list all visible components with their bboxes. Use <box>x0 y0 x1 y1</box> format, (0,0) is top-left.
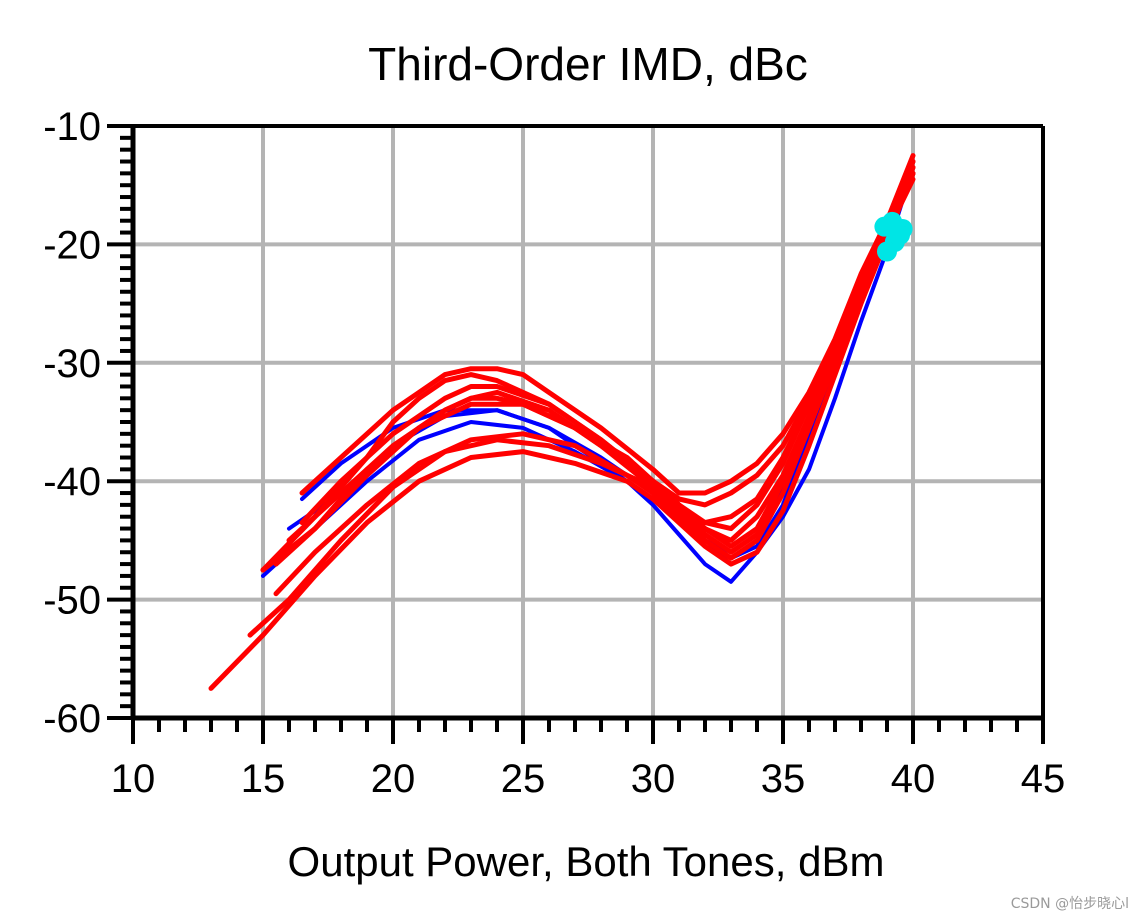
y-tick-label-m50: -50 <box>43 579 101 623</box>
series-line-1-blue <box>261 165 915 584</box>
y-tick-label-m20: -20 <box>43 223 101 267</box>
axes-frame <box>107 124 1045 744</box>
marker-point-4 <box>877 241 897 262</box>
x-tick-label-20: 20 <box>371 757 416 801</box>
series-line-9-red <box>273 170 916 597</box>
series-line-11-red <box>299 159 916 532</box>
series-line-6-red <box>286 170 916 543</box>
x-tick-label-45: 45 <box>1021 757 1066 801</box>
series-line-5-red <box>273 164 916 567</box>
y-tick-label-m10: -10 <box>43 105 101 149</box>
x-tick-label-40: 40 <box>891 757 936 801</box>
x-axis-label: Output Power, Both Tones, dBm <box>288 838 885 885</box>
y-tick-label-m30: -30 <box>43 342 101 386</box>
chart-title: Third-Order IMD, dBc <box>368 38 808 90</box>
marker-point-5 <box>890 224 910 245</box>
x-tick-label-25: 25 <box>501 757 546 801</box>
series-line-8-red <box>208 170 916 691</box>
y-tick-label-m60: -60 <box>43 697 101 741</box>
marker-points <box>874 211 913 262</box>
y-tick-label-m40: -40 <box>43 460 101 504</box>
x-tick-label-10: 10 <box>111 757 156 801</box>
x-tick-label-35: 35 <box>761 757 806 801</box>
series-line-3-red <box>299 159 916 496</box>
tick-labels: 10 15 20 25 30 35 40 45 -60 -50 -40 -30 -20 -10 <box>43 105 1065 801</box>
watermark: CSDN @怡步晓心l <box>1010 896 1129 912</box>
x-tick-label-30: 30 <box>631 757 676 801</box>
series-lines <box>208 153 916 691</box>
x-tick-label-15: 15 <box>241 757 286 801</box>
